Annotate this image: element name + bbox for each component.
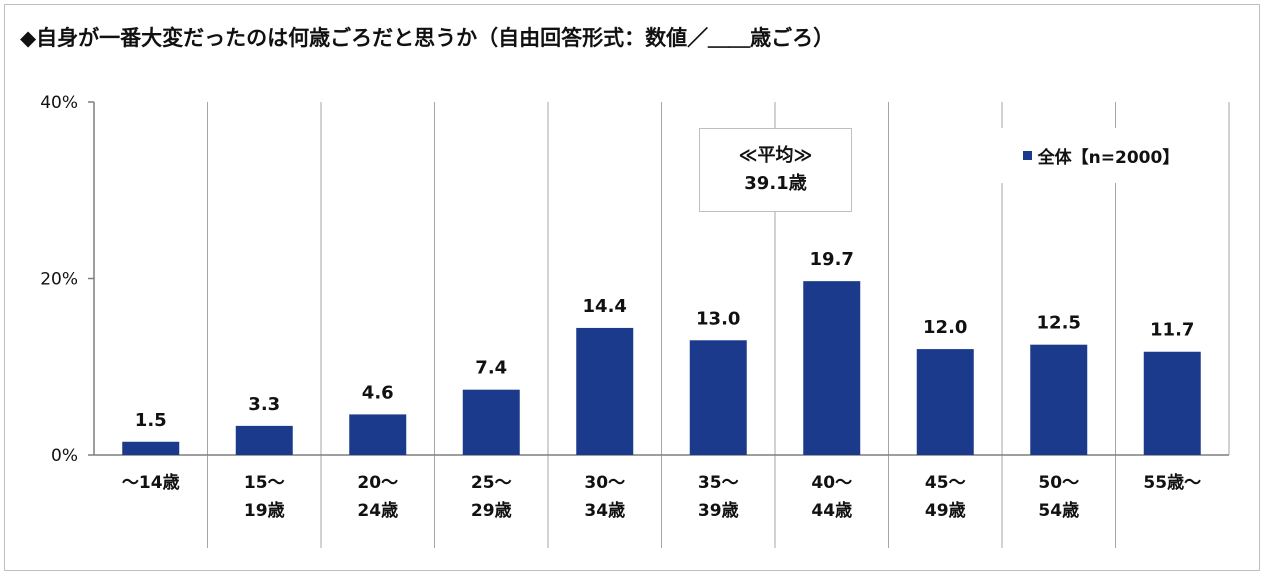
bar-value-label: 3.3	[248, 394, 280, 415]
bar-value-label: 4.6	[362, 382, 394, 403]
x-category-label: 39歳	[698, 500, 739, 521]
x-category-label: 54歳	[1038, 500, 1079, 521]
average-value: 39.1歳	[744, 173, 807, 194]
x-category-label: 40～	[811, 473, 852, 493]
bar	[803, 281, 861, 455]
bar	[1030, 344, 1088, 455]
x-category-label: ～14歳	[122, 472, 180, 493]
x-category-label: 44歳	[811, 500, 852, 521]
x-category-label: 29歳	[471, 500, 512, 521]
bar	[462, 389, 520, 455]
x-category-label: 24歳	[357, 500, 398, 521]
bar	[1143, 351, 1201, 455]
legend-label: 全体【n=2000】	[1037, 148, 1180, 168]
chart-title: ◆自身が一番大変だったのは何歳ごろだと思うか（自由回答形式：数値／＿＿歳ごろ）	[20, 26, 835, 50]
bar	[122, 441, 180, 455]
bar	[235, 425, 293, 455]
y-tick-label: 20%	[40, 270, 78, 290]
bar-value-label: 19.7	[810, 249, 854, 270]
x-category-label: 50～	[1038, 473, 1079, 493]
x-category-label: 15～	[244, 473, 285, 493]
x-category-label: 49歳	[925, 500, 966, 521]
bar	[916, 349, 974, 455]
x-category-label: 25～	[471, 473, 512, 493]
bar-value-label: 13.0	[696, 308, 740, 329]
bar-value-label: 7.4	[475, 358, 507, 379]
y-tick-label: 0%	[51, 446, 78, 466]
x-category-label: 30～	[584, 473, 625, 493]
bar-value-label: 11.7	[1150, 320, 1194, 341]
bar	[576, 327, 634, 455]
chart-frame	[4, 4, 1260, 571]
legend-swatch	[1022, 151, 1032, 160]
bar-value-label: 12.0	[923, 317, 967, 338]
bar-value-label: 12.5	[1037, 313, 1081, 334]
average-annotation: ≪平均≫ 39.1歳	[699, 128, 852, 212]
bar-value-label: 14.4	[583, 296, 627, 317]
bar-value-label: 1.5	[135, 410, 167, 431]
x-category-label: 34歳	[584, 500, 625, 521]
bar	[349, 414, 407, 455]
average-label: ≪平均≫	[738, 145, 813, 166]
bar	[689, 340, 747, 455]
x-category-label: 55歳～	[1143, 472, 1201, 493]
y-tick-label: 40%	[40, 93, 78, 113]
x-category-label: 45～	[925, 473, 966, 493]
x-category-label: 20～	[357, 473, 398, 493]
x-category-label: 35～	[698, 473, 739, 493]
x-category-label: 19歳	[244, 500, 285, 521]
legend: 全体【n=2000】	[1001, 128, 1201, 183]
